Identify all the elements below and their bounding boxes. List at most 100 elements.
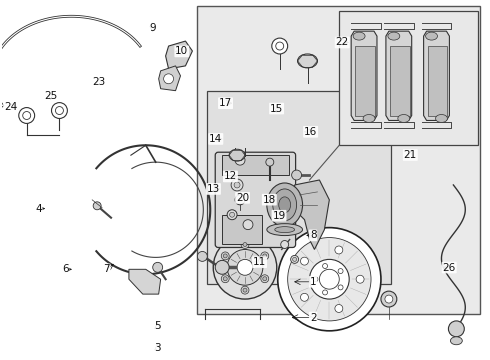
Ellipse shape: [292, 170, 301, 180]
Ellipse shape: [398, 114, 410, 122]
Ellipse shape: [335, 246, 343, 254]
Ellipse shape: [276, 42, 284, 50]
Text: 11: 11: [253, 257, 266, 267]
Text: 16: 16: [304, 127, 317, 137]
Ellipse shape: [288, 238, 371, 321]
Bar: [339, 11, 478, 145]
Text: 9: 9: [149, 23, 156, 33]
Ellipse shape: [436, 114, 447, 122]
Ellipse shape: [23, 112, 31, 120]
Text: 6: 6: [62, 264, 69, 274]
Polygon shape: [129, 269, 161, 294]
Text: 8: 8: [310, 230, 317, 240]
Bar: [222, 215, 262, 244]
Text: 19: 19: [272, 211, 286, 221]
Text: 1: 1: [310, 277, 317, 287]
Ellipse shape: [213, 235, 277, 299]
Ellipse shape: [51, 103, 68, 118]
Ellipse shape: [297, 54, 318, 68]
Ellipse shape: [221, 275, 229, 283]
Ellipse shape: [55, 107, 63, 114]
Ellipse shape: [153, 262, 163, 272]
Ellipse shape: [266, 158, 274, 166]
Bar: [355, 46, 375, 116]
Ellipse shape: [450, 337, 462, 345]
Ellipse shape: [237, 260, 253, 275]
Ellipse shape: [272, 38, 288, 54]
Polygon shape: [386, 31, 412, 121]
Ellipse shape: [313, 277, 318, 282]
Polygon shape: [424, 31, 449, 121]
Ellipse shape: [243, 243, 247, 247]
Text: 5: 5: [154, 321, 161, 332]
Text: 3: 3: [154, 343, 161, 353]
Ellipse shape: [275, 227, 294, 233]
Ellipse shape: [353, 32, 365, 40]
Ellipse shape: [322, 290, 327, 295]
FancyBboxPatch shape: [215, 152, 295, 247]
Ellipse shape: [281, 240, 289, 248]
Ellipse shape: [241, 286, 249, 294]
Ellipse shape: [229, 149, 245, 161]
Bar: [390, 46, 410, 116]
Bar: [207, 91, 391, 284]
Ellipse shape: [231, 179, 243, 191]
Ellipse shape: [310, 260, 349, 299]
Ellipse shape: [273, 189, 296, 221]
Ellipse shape: [300, 293, 308, 301]
Text: 18: 18: [263, 195, 276, 204]
Text: 10: 10: [175, 46, 188, 57]
Ellipse shape: [227, 210, 237, 220]
Text: 12: 12: [224, 171, 237, 181]
Text: 7: 7: [103, 264, 110, 274]
Ellipse shape: [261, 275, 269, 283]
Ellipse shape: [227, 249, 263, 285]
Ellipse shape: [381, 291, 397, 307]
Text: 22: 22: [336, 37, 349, 48]
Text: 17: 17: [219, 98, 232, 108]
Polygon shape: [351, 31, 377, 121]
Ellipse shape: [243, 288, 247, 292]
Ellipse shape: [300, 257, 308, 265]
Ellipse shape: [221, 252, 229, 260]
Text: 20: 20: [236, 193, 249, 203]
Ellipse shape: [215, 260, 229, 274]
Ellipse shape: [243, 220, 253, 230]
Polygon shape: [166, 41, 193, 69]
Ellipse shape: [279, 197, 291, 213]
Ellipse shape: [230, 212, 235, 217]
Ellipse shape: [356, 275, 364, 283]
Text: 25: 25: [44, 91, 57, 101]
Ellipse shape: [197, 251, 207, 261]
Text: 15: 15: [270, 104, 283, 113]
Ellipse shape: [261, 252, 269, 260]
Text: 23: 23: [93, 77, 106, 87]
Bar: [197, 6, 480, 314]
Ellipse shape: [388, 32, 400, 40]
Polygon shape: [159, 66, 180, 91]
Ellipse shape: [278, 228, 381, 331]
Ellipse shape: [338, 269, 343, 274]
Bar: [222, 155, 289, 175]
Ellipse shape: [267, 183, 302, 227]
Text: 24: 24: [4, 102, 17, 112]
Ellipse shape: [338, 285, 343, 290]
Ellipse shape: [164, 74, 173, 84]
Ellipse shape: [223, 254, 227, 258]
Text: 4: 4: [35, 203, 42, 213]
Text: 21: 21: [404, 150, 417, 160]
Text: 2: 2: [310, 312, 317, 323]
Ellipse shape: [235, 155, 245, 165]
Ellipse shape: [385, 295, 393, 303]
Ellipse shape: [19, 108, 35, 123]
Ellipse shape: [426, 32, 438, 40]
Ellipse shape: [234, 182, 240, 188]
Ellipse shape: [319, 269, 339, 289]
Ellipse shape: [93, 202, 101, 210]
Ellipse shape: [263, 277, 267, 281]
Ellipse shape: [263, 254, 267, 258]
Text: 13: 13: [207, 184, 220, 194]
Ellipse shape: [241, 240, 249, 248]
Text: 26: 26: [442, 262, 456, 273]
Ellipse shape: [448, 321, 465, 337]
